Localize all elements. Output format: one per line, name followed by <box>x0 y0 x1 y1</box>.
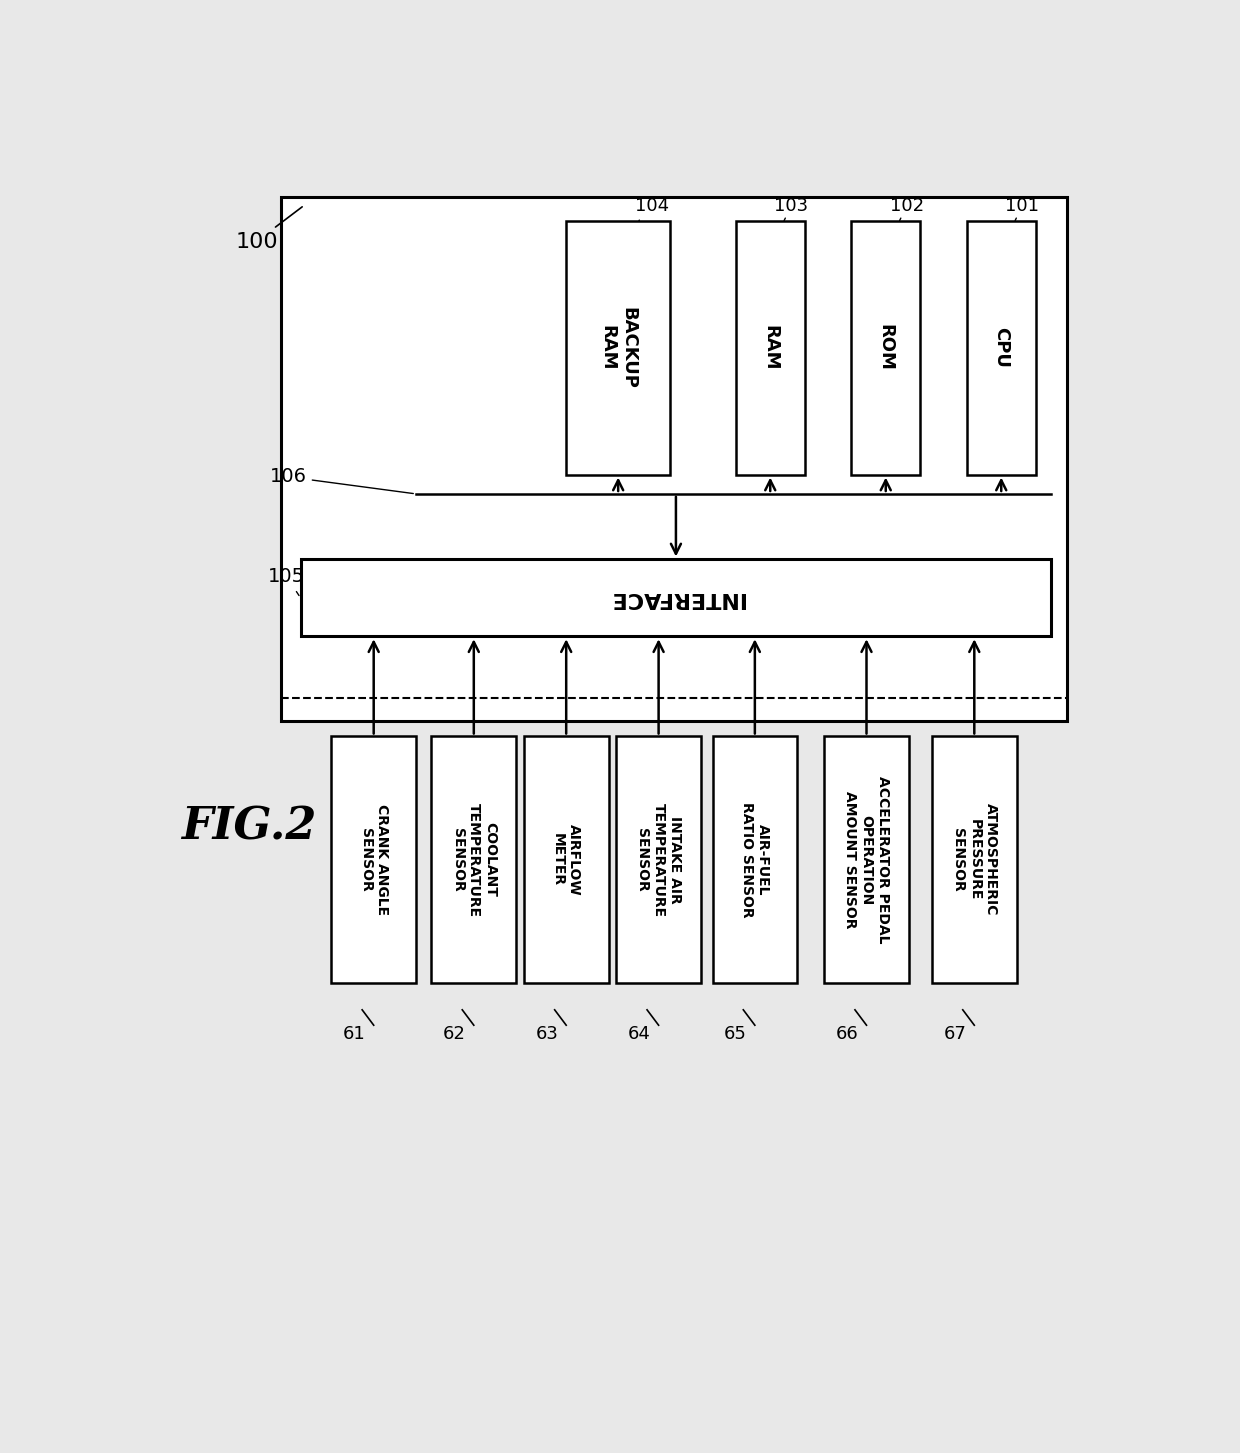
Bar <box>331 737 417 982</box>
Text: ROM: ROM <box>877 324 895 371</box>
Text: ACCELERATOR PEDAL
OPERATION
AMOUNT SENSOR: ACCELERATOR PEDAL OPERATION AMOUNT SENSO… <box>843 776 889 943</box>
Text: FIG.2: FIG.2 <box>181 806 316 849</box>
Bar <box>567 221 670 475</box>
Text: 65: 65 <box>724 1026 746 1043</box>
Bar <box>825 737 909 982</box>
Bar <box>967 221 1035 475</box>
Text: 67: 67 <box>944 1026 966 1043</box>
Bar <box>932 737 1017 982</box>
Bar <box>523 737 609 982</box>
Text: 63: 63 <box>536 1026 558 1043</box>
Text: AIR-FUEL
RATIO SENSOR: AIR-FUEL RATIO SENSOR <box>740 802 770 917</box>
Text: 103: 103 <box>774 198 808 221</box>
Text: BACKUP
RAM: BACKUP RAM <box>599 307 637 388</box>
Text: 104: 104 <box>635 198 670 221</box>
Bar <box>735 221 805 475</box>
Text: 106: 106 <box>270 468 413 494</box>
Text: 105: 105 <box>268 568 305 596</box>
Bar <box>713 737 797 982</box>
Text: CRANK ANGLE
SENSOR: CRANK ANGLE SENSOR <box>358 804 389 915</box>
Text: COOLANT
TEMPERATURE
SENSOR: COOLANT TEMPERATURE SENSOR <box>450 802 497 917</box>
Bar <box>851 221 920 475</box>
Bar <box>432 737 516 982</box>
Bar <box>616 737 701 982</box>
Text: 61: 61 <box>343 1026 366 1043</box>
Text: INTAKE AIR
TEMPERATURE
SENSOR: INTAKE AIR TEMPERATURE SENSOR <box>635 802 682 917</box>
Text: INTERFACE: INTERFACE <box>609 588 744 607</box>
Text: 66: 66 <box>836 1026 858 1043</box>
Text: 62: 62 <box>443 1026 466 1043</box>
Text: RAM: RAM <box>761 325 779 371</box>
Text: 100: 100 <box>236 206 303 251</box>
Text: 101: 101 <box>1006 198 1039 221</box>
Bar <box>281 198 1066 721</box>
Bar <box>300 559 1052 636</box>
Text: 102: 102 <box>889 198 924 221</box>
Text: CPU: CPU <box>992 327 1011 368</box>
Text: 64: 64 <box>627 1026 651 1043</box>
Text: ATMOSPHERIC
PRESSURE
SENSOR: ATMOSPHERIC PRESSURE SENSOR <box>951 804 997 915</box>
Text: AIRFLOW
METER: AIRFLOW METER <box>551 824 582 895</box>
